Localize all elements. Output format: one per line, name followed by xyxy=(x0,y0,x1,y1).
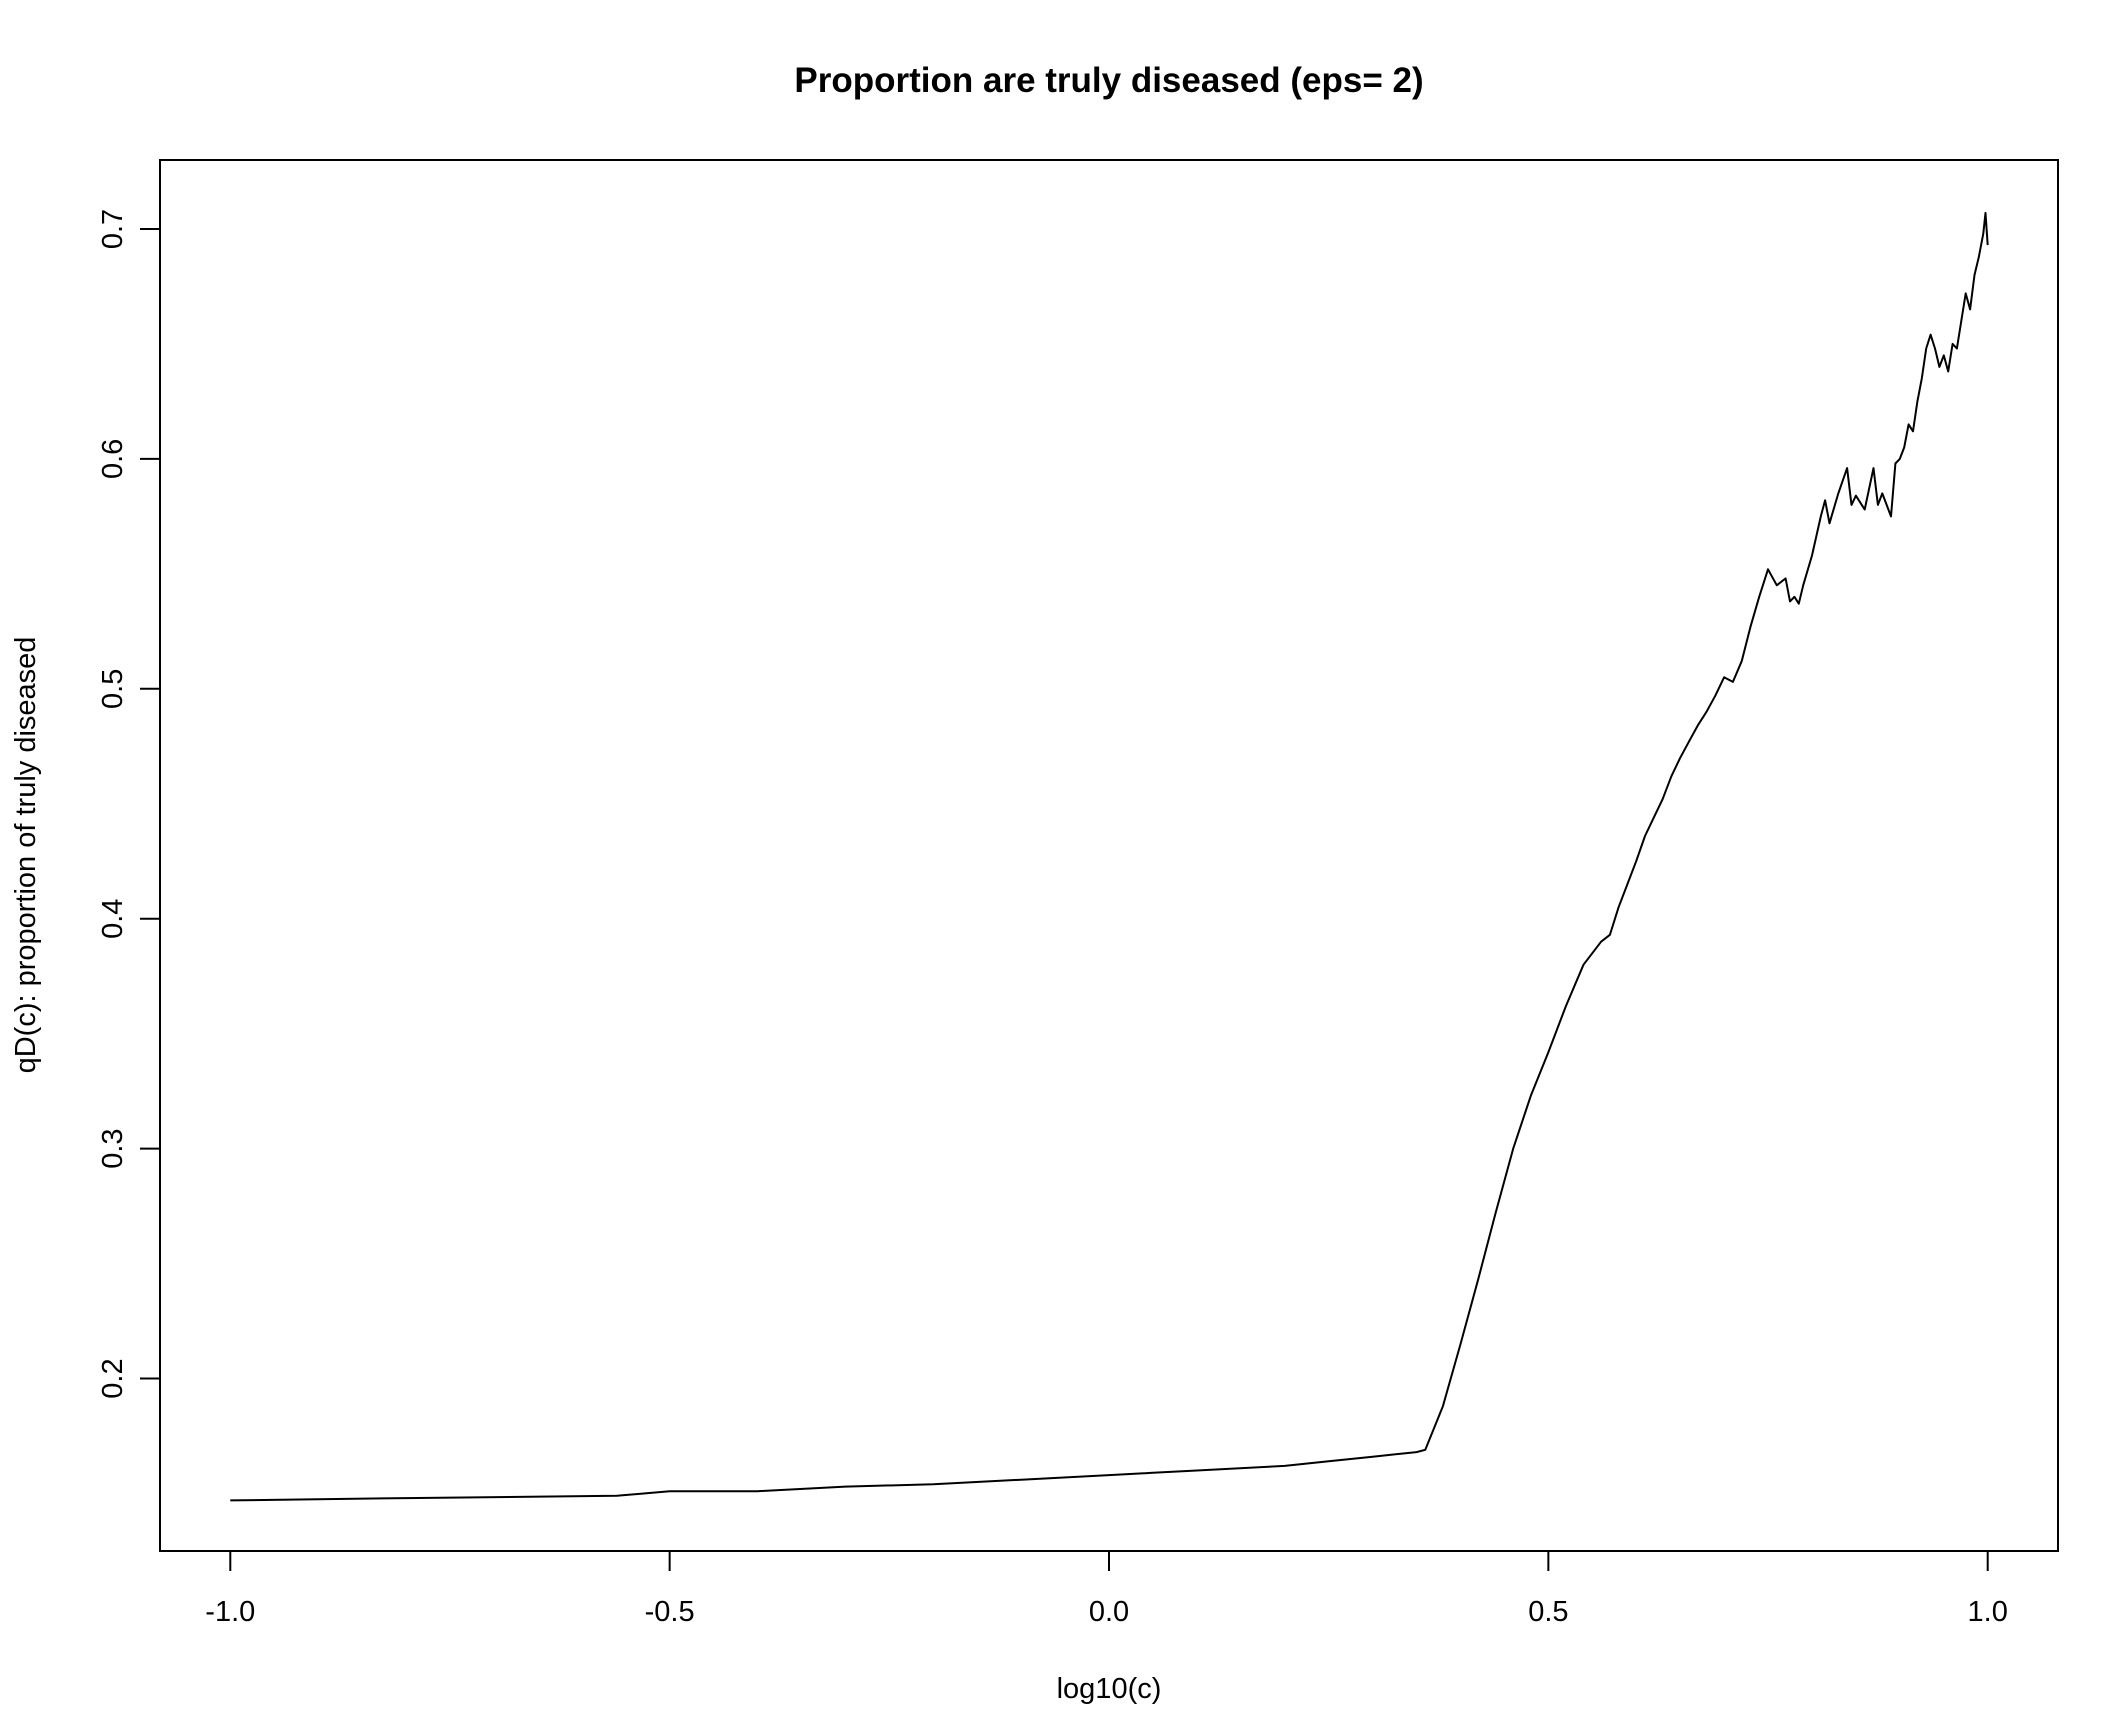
x-axis: -1.0 -0.5 0.0 0.5 1.0 xyxy=(205,1550,2008,1628)
x-tick-label: 0.0 xyxy=(1089,1596,1129,1628)
x-tick-label: -1.0 xyxy=(205,1596,255,1628)
y-axis-label: qD(c): proportion of truly diseased xyxy=(10,637,42,1074)
y-tick-label: 0.4 xyxy=(97,899,129,939)
chart-title: Proportion are truly diseased (eps= 2) xyxy=(794,61,1423,100)
series-line xyxy=(230,211,1989,1502)
y-tick-label: 0.7 xyxy=(97,209,129,249)
x-tick-label: -0.5 xyxy=(645,1596,695,1628)
y-tick-label: 0.5 xyxy=(97,669,129,709)
x-tick-label: 1.0 xyxy=(1968,1596,2008,1628)
series-layer xyxy=(230,211,1989,1502)
y-tick-label: 0.3 xyxy=(97,1128,129,1168)
x-axis-label: log10(c) xyxy=(1057,1673,1162,1705)
y-axis: 0.2 0.3 0.4 0.5 0.6 0.7 xyxy=(97,209,161,1399)
y-tick-label: 0.2 xyxy=(97,1358,129,1398)
x-tick-label: 0.5 xyxy=(1528,1596,1568,1628)
y-tick-label: 0.6 xyxy=(97,439,129,479)
